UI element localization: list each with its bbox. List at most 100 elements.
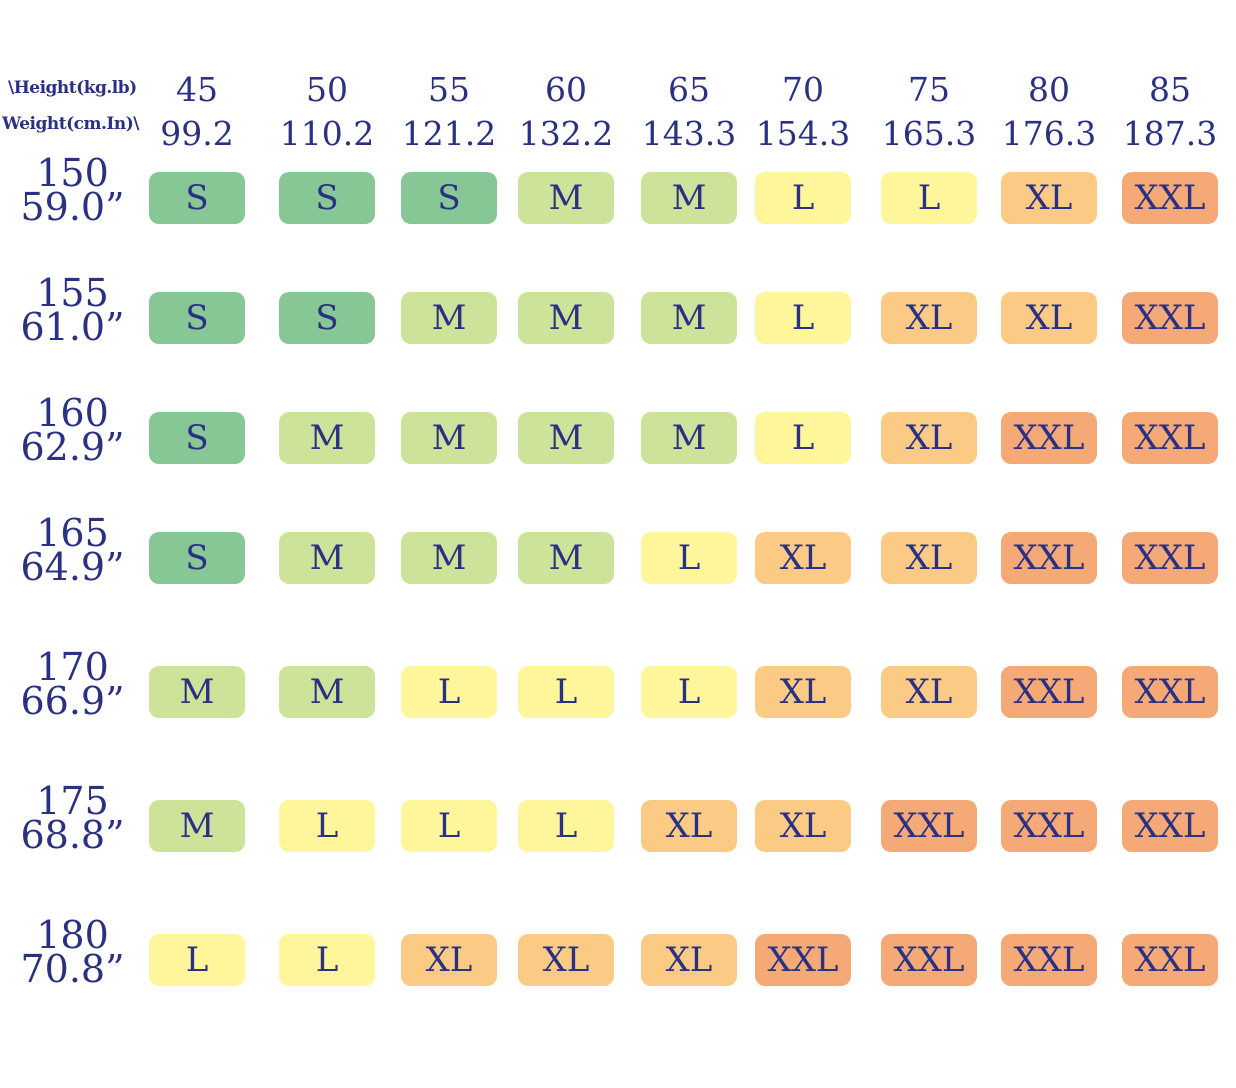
- row-header-cm: 180: [36, 913, 109, 957]
- column-header-lb: 176.3: [1001, 114, 1097, 153]
- size-cell: S: [149, 412, 245, 464]
- size-cell: L: [641, 532, 737, 584]
- size-cell: M: [641, 412, 737, 464]
- row-header-cm: 175: [36, 779, 109, 823]
- size-cell: XL: [1001, 172, 1097, 224]
- row-header: 155 61.0”: [10, 271, 135, 349]
- column-header: 50 110.2: [267, 68, 387, 156]
- corner-label-weight: Weight(cm.In)\: [2, 114, 139, 134]
- column-header-lb: 187.3: [1122, 114, 1218, 153]
- size-cell: M: [641, 172, 737, 224]
- size-cell: M: [518, 412, 614, 464]
- size-cell: L: [401, 666, 497, 718]
- row-header: 180 70.8”: [10, 913, 135, 991]
- row-header-cm: 165: [36, 511, 109, 555]
- size-cell: L: [279, 934, 375, 986]
- size-cell: M: [149, 666, 245, 718]
- size-cell: XXL: [1122, 666, 1218, 718]
- size-cell: XL: [755, 666, 851, 718]
- size-cell: XXL: [881, 800, 977, 852]
- size-cell: XL: [755, 532, 851, 584]
- row-header-in: 62.9”: [20, 425, 125, 469]
- column-header-lb: 132.2: [518, 114, 614, 153]
- size-cell: XL: [641, 934, 737, 986]
- size-cell: XXL: [1001, 934, 1097, 986]
- size-cell: M: [401, 292, 497, 344]
- size-cell: M: [279, 412, 375, 464]
- size-cell: XL: [881, 666, 977, 718]
- column-header-lb: 99.2: [160, 114, 234, 153]
- size-cell: M: [518, 532, 614, 584]
- column-header-lb: 143.3: [641, 114, 737, 153]
- size-cell: XXL: [881, 934, 977, 986]
- size-cell: L: [881, 172, 977, 224]
- size-cell: S: [279, 172, 375, 224]
- size-cell: XXL: [1001, 666, 1097, 718]
- column-header-kg: 75: [908, 70, 950, 109]
- row-header: 150 59.0”: [10, 154, 135, 229]
- column-header: 85 187.3: [1110, 68, 1230, 156]
- column-header: 60 132.2: [506, 68, 626, 156]
- size-cell: XXL: [1001, 532, 1097, 584]
- size-cell: M: [518, 172, 614, 224]
- size-cell: S: [149, 172, 245, 224]
- size-cell: M: [518, 292, 614, 344]
- size-cell: XL: [518, 934, 614, 986]
- row-header-in: 61.0”: [20, 305, 125, 349]
- column-header-lb: 110.2: [279, 114, 375, 153]
- size-cell: XXL: [1122, 292, 1218, 344]
- row-header-cm: 155: [36, 271, 109, 315]
- size-cell: L: [149, 934, 245, 986]
- size-cell: XXL: [1001, 412, 1097, 464]
- column-header: 45 99.2: [137, 68, 257, 156]
- size-cell: XXL: [1001, 800, 1097, 852]
- column-header-kg: 45: [176, 70, 218, 109]
- row-header-in: 68.8”: [20, 813, 125, 857]
- column-header: 75 165.3: [869, 68, 989, 156]
- size-cell: L: [641, 666, 737, 718]
- column-header: 80 176.3: [989, 68, 1109, 156]
- size-cell: XXL: [1122, 934, 1218, 986]
- size-cell: S: [149, 292, 245, 344]
- row-header: 170 66.9”: [10, 645, 135, 723]
- size-cell: L: [279, 800, 375, 852]
- size-cell: XXL: [1122, 172, 1218, 224]
- row-header: 160 62.9”: [10, 394, 135, 469]
- size-cell: M: [279, 666, 375, 718]
- size-cell: M: [401, 412, 497, 464]
- size-cell: XL: [1001, 292, 1097, 344]
- row-header-in: 66.9”: [20, 679, 125, 723]
- column-header-lb: 121.2: [401, 114, 497, 153]
- size-cell: M: [149, 800, 245, 852]
- size-cell: L: [755, 172, 851, 224]
- size-cell: L: [755, 412, 851, 464]
- column-header-lb: 154.3: [755, 114, 851, 153]
- size-cell: L: [401, 800, 497, 852]
- size-cell: XL: [881, 532, 977, 584]
- row-header-cm: 170: [36, 645, 109, 689]
- size-cell: XL: [881, 292, 977, 344]
- size-cell: L: [518, 666, 614, 718]
- column-header-kg: 60: [545, 70, 587, 109]
- row-header: 165 64.9”: [10, 511, 135, 589]
- column-header: 70 154.3: [743, 68, 863, 156]
- size-cell: XXL: [1122, 800, 1218, 852]
- column-header-kg: 65: [668, 70, 710, 109]
- size-cell: XXL: [1122, 532, 1218, 584]
- size-cell: S: [149, 532, 245, 584]
- column-header: 55 121.2: [389, 68, 509, 156]
- size-cell: XL: [401, 934, 497, 986]
- column-header-kg: 85: [1149, 70, 1191, 109]
- size-cell: L: [755, 292, 851, 344]
- size-cell: XL: [755, 800, 851, 852]
- row-header-in: 59.0”: [20, 185, 125, 229]
- column-header-kg: 55: [428, 70, 470, 109]
- size-cell: S: [279, 292, 375, 344]
- size-cell: XL: [881, 412, 977, 464]
- corner-label-height: \Height(kg.lb): [8, 78, 137, 98]
- row-header-in: 70.8”: [20, 947, 125, 991]
- row-header-in: 64.9”: [20, 545, 125, 589]
- column-header: 65 143.3: [629, 68, 749, 156]
- size-cell: XXL: [755, 934, 851, 986]
- column-header-kg: 50: [306, 70, 348, 109]
